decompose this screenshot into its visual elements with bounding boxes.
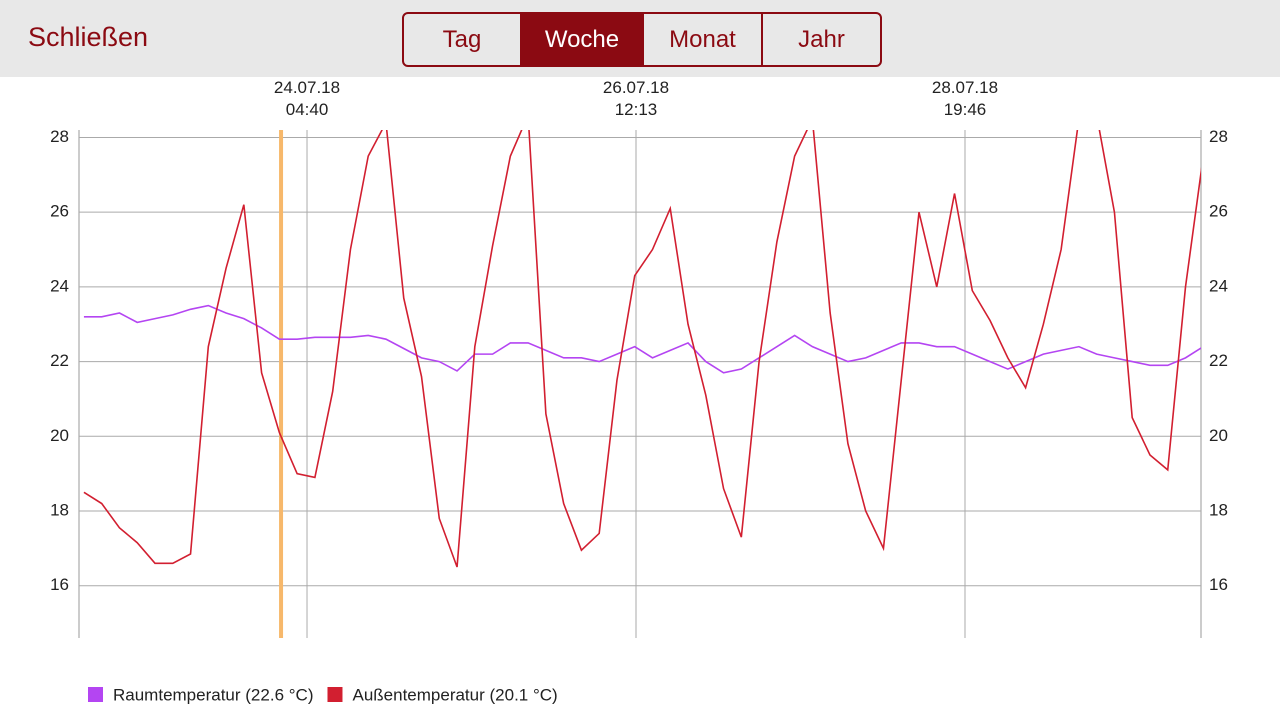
y-tick-label-right: 20 xyxy=(1209,426,1228,445)
y-tick-label: 18 xyxy=(50,500,69,519)
legend-swatch xyxy=(88,687,103,702)
y-tick-label-right: 26 xyxy=(1209,202,1228,221)
series-line xyxy=(83,130,1201,568)
close-button[interactable]: Schließen xyxy=(28,22,149,52)
legend-swatch xyxy=(327,687,343,702)
y-tick-label: 28 xyxy=(50,127,69,146)
header: Schließen Tag Woche Monat Jahr xyxy=(0,0,1280,77)
segment-button[interactable]: Monat xyxy=(642,14,761,65)
y-tick-label: 24 xyxy=(50,276,69,295)
y-tick-label: 16 xyxy=(50,575,69,594)
y-tick-label: 26 xyxy=(50,202,69,221)
segment-button[interactable]: Woche xyxy=(520,14,642,65)
y-tick-label: 22 xyxy=(50,351,69,370)
y-tick-label-right: 22 xyxy=(1209,351,1228,370)
y-tick-label: 20 xyxy=(50,426,69,445)
series-line xyxy=(83,304,1201,374)
y-tick-label-right: 28 xyxy=(1209,127,1228,146)
x-tick-label: 28.07.18 19:46 xyxy=(932,78,998,119)
x-tick-label: 24.07.18 04:40 xyxy=(274,78,340,119)
legend-label: Raumtemperatur (22.6 °C) xyxy=(113,685,313,704)
y-tick-label-right: 16 xyxy=(1209,575,1228,594)
chart: 16 16 18 18 20 20 22 22 24 24 26 26 28 28 24.07.18 04:4… xyxy=(50,78,1228,704)
legend-label: Außentemperatur (20.1 °C) xyxy=(352,685,557,704)
y-tick-label-right: 18 xyxy=(1209,500,1228,519)
segment-button[interactable]: Jahr xyxy=(761,14,880,65)
segment-button[interactable]: Tag xyxy=(442,25,482,53)
segmented-control: Tag Woche Monat Jahr xyxy=(402,12,882,67)
x-tick-label: 26.07.18 12:13 xyxy=(603,78,669,119)
y-tick-label-right: 24 xyxy=(1209,276,1228,295)
